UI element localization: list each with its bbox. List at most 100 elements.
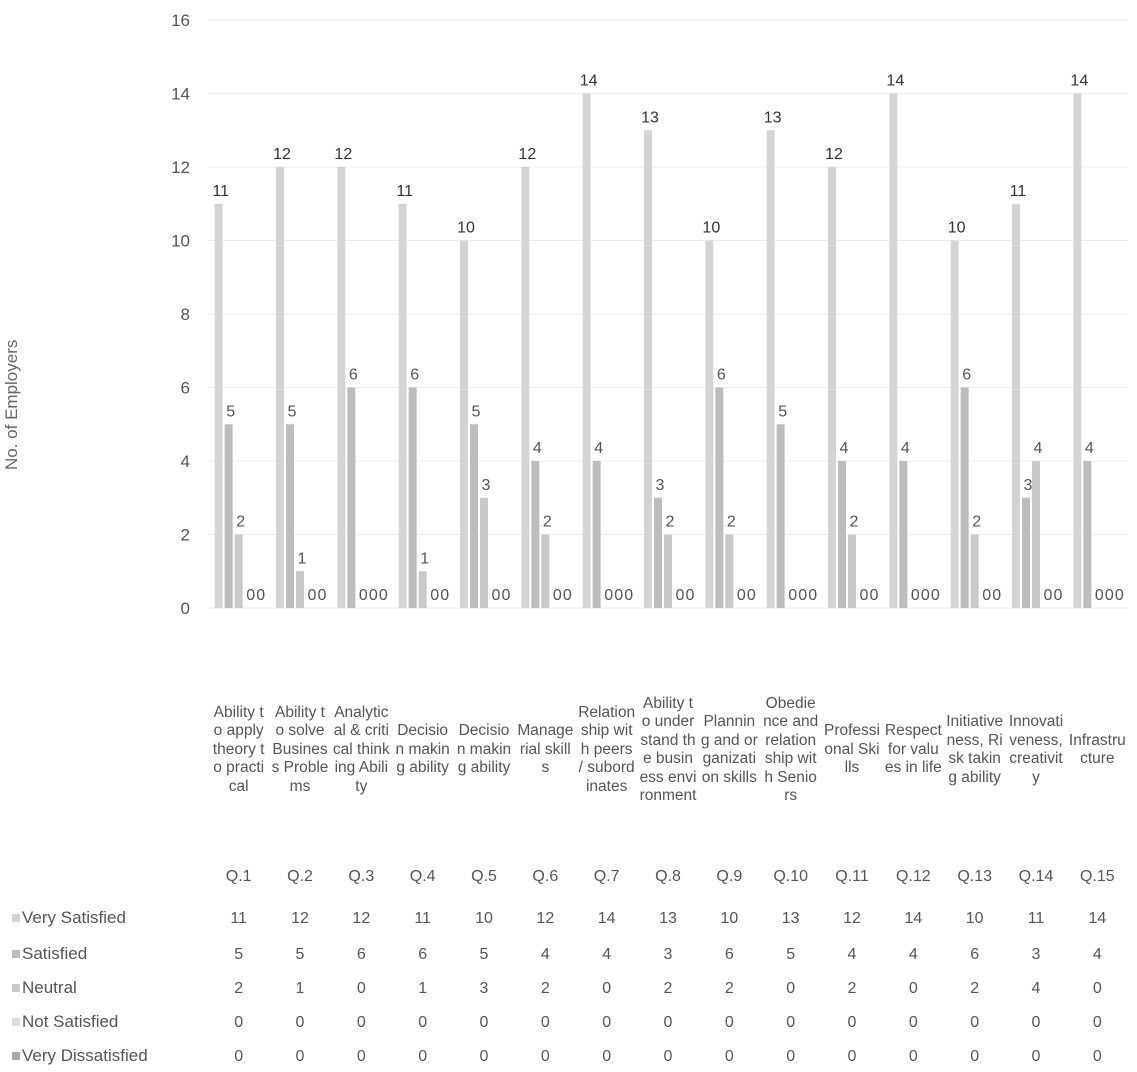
table-cell: 0: [479, 1014, 489, 1031]
x-tick-label: Relationship with peers / subordinates: [578, 703, 636, 795]
question-label: Q.10: [773, 868, 808, 885]
table-cell: 0: [908, 980, 918, 997]
legend-entry: Neutral: [22, 978, 77, 997]
legend-key: [12, 984, 20, 992]
question-label: Q.7: [593, 868, 620, 885]
bar: [889, 93, 898, 608]
y-axis-label: No. of Employers: [2, 339, 21, 470]
question-label: Q.15: [1079, 868, 1115, 885]
data-label: 0: [737, 587, 746, 604]
table-cell: 5: [479, 946, 489, 963]
table-cell: 0: [602, 980, 612, 997]
legend-entry: Satisfied: [22, 944, 88, 963]
data-label: 0: [982, 587, 991, 604]
bar: [582, 93, 591, 608]
data-label: 0: [369, 587, 378, 604]
data-label: 11: [212, 183, 229, 200]
table-cell: 0: [908, 1014, 918, 1031]
data-label: 6: [349, 367, 358, 384]
table-cell: 3: [663, 946, 673, 963]
table-cell: 5: [786, 946, 796, 963]
table-cell: 0: [786, 980, 796, 997]
bar: [296, 571, 304, 608]
data-label: 0: [308, 587, 317, 604]
bar: [234, 534, 243, 608]
x-tick-label: Professional Skills: [824, 722, 880, 776]
data-label: 2: [543, 514, 552, 531]
data-label: 0: [676, 587, 685, 604]
y-tick-label: 10: [171, 232, 190, 251]
data-label: 0: [788, 587, 797, 604]
bar: [1012, 203, 1020, 608]
table-cell: 0: [602, 1014, 612, 1031]
table-cell: 0: [1092, 1048, 1102, 1065]
y-tick-label: 6: [181, 379, 190, 398]
table-cell: 11: [414, 910, 431, 927]
data-label: 13: [764, 109, 782, 126]
bar: [1032, 461, 1040, 608]
data-label: 0: [1044, 587, 1053, 604]
bar: [654, 497, 662, 608]
data-label: 4: [840, 440, 849, 457]
data-label: 10: [457, 220, 475, 237]
data-label: 12: [273, 146, 291, 163]
x-tick-label: Ability to understand the business envir…: [639, 694, 697, 805]
table-cell: 0: [724, 1014, 734, 1031]
question-label: Q.4: [409, 868, 436, 885]
x-tick-label: Managerial skills: [517, 722, 574, 776]
data-label: 1: [298, 550, 307, 567]
table-cell: 5: [234, 946, 244, 963]
table-cell: 14: [1088, 910, 1107, 927]
data-label: 3: [482, 477, 491, 494]
data-label: 4: [1085, 440, 1094, 457]
bar: [970, 534, 979, 608]
bar: [1083, 461, 1092, 608]
legend-entry: Very Dissatisfied: [22, 1046, 148, 1065]
data-label: 10: [702, 220, 720, 237]
table-cell: 0: [970, 1014, 980, 1031]
data-label: 2: [850, 514, 859, 531]
data-label: 4: [533, 440, 542, 457]
x-tick-label: Innovativeness, creativity: [1008, 713, 1064, 786]
table-cell: 14: [904, 910, 923, 927]
bar: [1073, 93, 1082, 608]
y-tick-label: 16: [171, 11, 190, 30]
data-label: 0: [911, 587, 920, 604]
table-cell: 6: [418, 946, 428, 963]
x-tick-label: Decision making ability: [456, 722, 512, 776]
x-tick-label: Obedience and relationship with Seniors: [763, 694, 819, 805]
question-label: Q.9: [716, 868, 743, 885]
table-cell: 13: [781, 910, 800, 927]
data-label: 0: [246, 587, 255, 604]
table-cell: 0: [724, 1048, 734, 1065]
data-label: 14: [886, 73, 904, 90]
table-cell: 6: [356, 946, 366, 963]
table-cell: 2: [970, 980, 980, 997]
x-tick-label: Ability to apply theory to practical: [212, 703, 265, 795]
table-cell: 0: [663, 1048, 673, 1065]
bar: [541, 534, 550, 608]
question-label: Q.6: [532, 868, 559, 885]
bar: [776, 424, 785, 608]
data-label: 3: [656, 477, 665, 494]
data-label: 2: [972, 514, 981, 531]
data-label: 0: [798, 587, 807, 604]
table-cell: 0: [847, 1014, 857, 1031]
data-label: 6: [962, 367, 971, 384]
data-label: 4: [594, 440, 603, 457]
legend-entry: Very Satisfied: [22, 908, 126, 927]
data-label: 2: [666, 514, 675, 531]
table-cell: 4: [1092, 946, 1102, 963]
data-label: 0: [931, 587, 940, 604]
data-label: 0: [502, 587, 511, 604]
table-cell: 0: [1031, 1014, 1041, 1031]
bar: [766, 130, 775, 608]
data-label: 0: [379, 587, 388, 604]
table-cell: 6: [970, 946, 980, 963]
y-tick-label: 8: [181, 305, 190, 324]
data-label: 0: [256, 587, 265, 604]
table-cell: 2: [724, 980, 734, 997]
data-label: 4: [901, 440, 910, 457]
table-cell: 0: [786, 1048, 796, 1065]
